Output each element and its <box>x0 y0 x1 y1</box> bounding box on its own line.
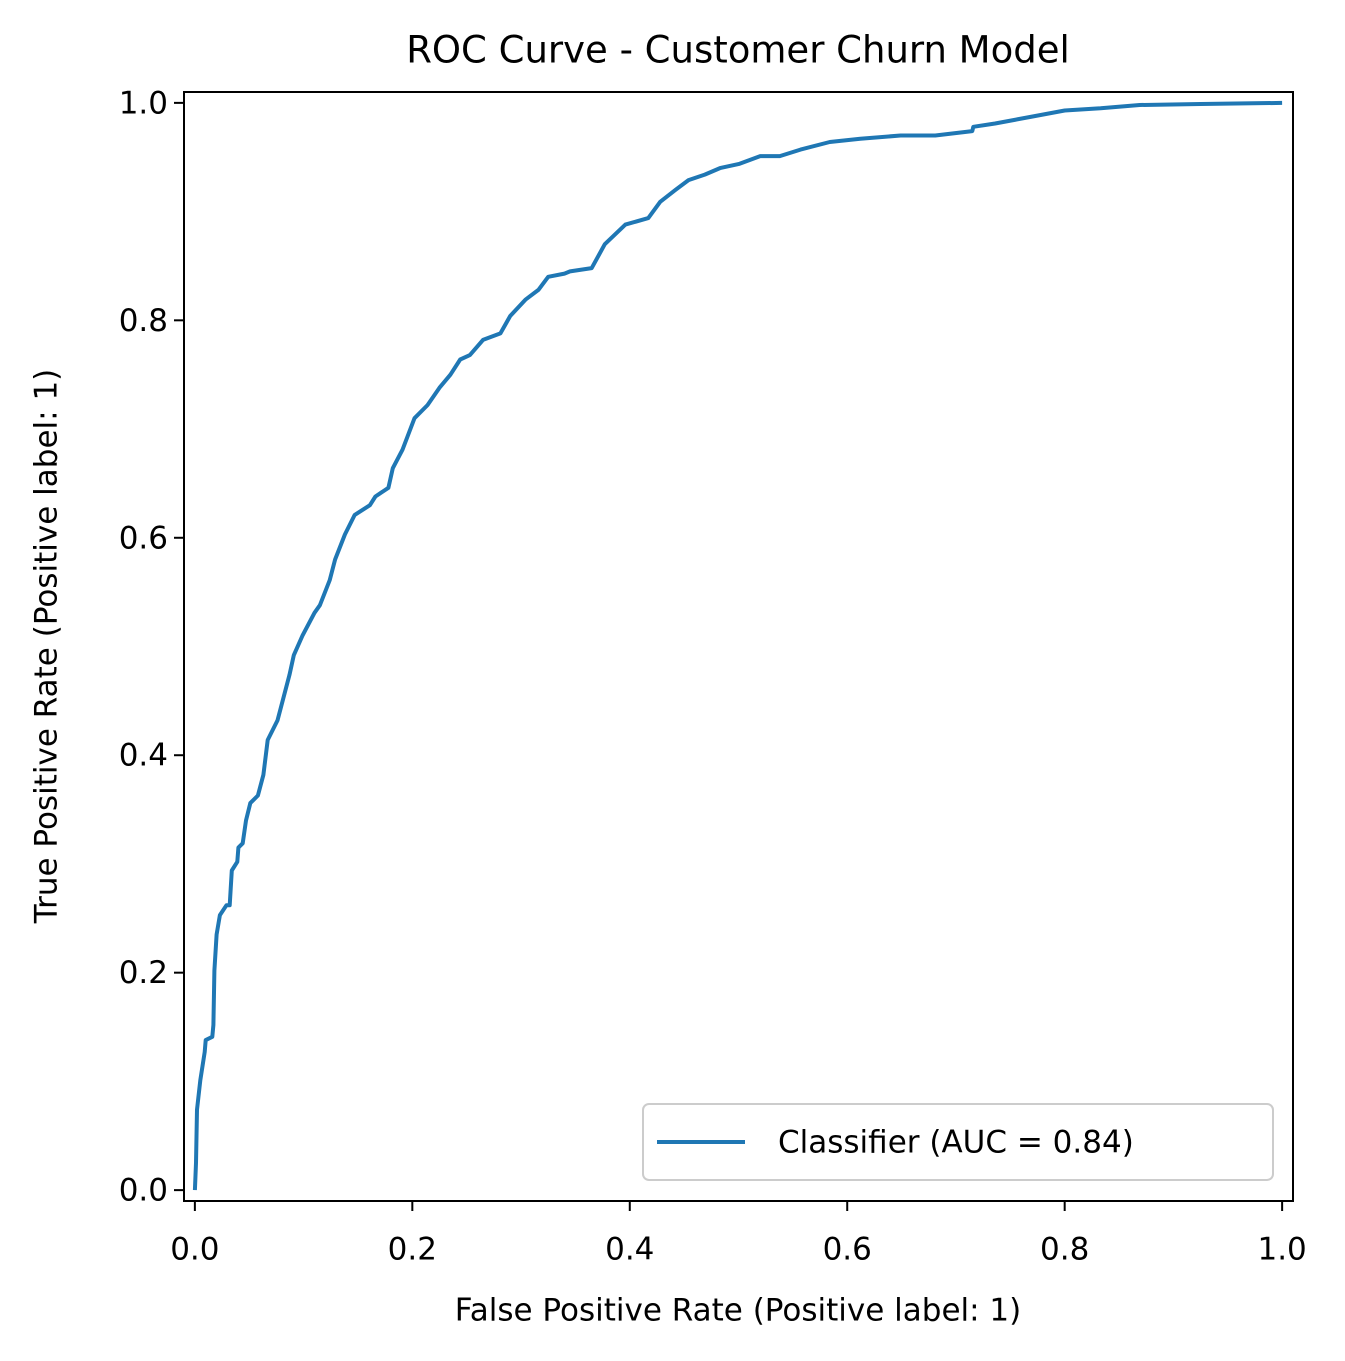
chart-title: ROC Curve - Customer Churn Model <box>406 29 1070 72</box>
roc-line <box>192 100 1283 1191</box>
plot-frame <box>183 91 1294 1202</box>
x-tick-label: 1.0 <box>1257 1232 1306 1268</box>
y-tick-label: 0.4 <box>119 738 168 774</box>
x-tick-label: 0.8 <box>1040 1232 1089 1268</box>
legend-box <box>642 1103 1274 1181</box>
x-tick-label: 0.2 <box>388 1232 437 1268</box>
legend-label: Classifier (AUC = 0.84) <box>778 1125 1134 1161</box>
y-tick-label: 1.0 <box>119 85 168 121</box>
x-tick-label: 0.6 <box>823 1232 872 1268</box>
y-tick-label: 0.0 <box>119 1173 168 1209</box>
x-tick-label: 0.4 <box>605 1232 654 1268</box>
x-axis-label: False Positive Rate (Positive label: 1) <box>455 1293 1022 1329</box>
y-tick-label: 0.8 <box>119 303 168 339</box>
y-tick-label: 0.2 <box>119 955 168 991</box>
y-axis-label: True Positive Rate (Positive label: 1) <box>29 369 65 925</box>
y-tick-label: 0.6 <box>119 520 168 556</box>
x-tick-label: 0.0 <box>170 1232 219 1268</box>
